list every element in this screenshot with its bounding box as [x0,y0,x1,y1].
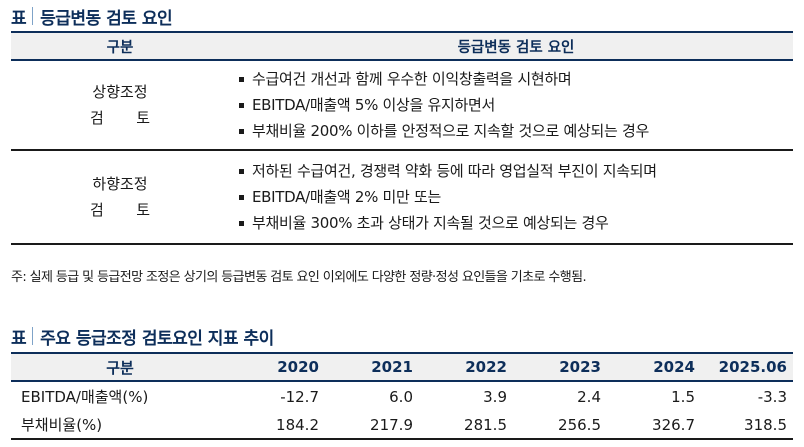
list-item: EBITDA/매출액 5% 이상을 유지하면서 [239,92,793,118]
factors-cell: 저하된 수급여건, 경쟁력 약화 등에 따라 영업실적 부진이 지속되며 EBI… [229,151,793,243]
title-divider [32,7,34,25]
cell-value: 217.9 [370,415,413,434]
indicator-trend-table: 구분 2020 2021 2022 2023 2024 2025.06 EBIT… [11,352,793,440]
header-category: 구분 [106,39,134,56]
header-factors: 등급변동 검토 요인 [457,39,575,56]
cell-value: 6.0 [389,387,413,406]
square-bullet-icon [239,194,244,200]
section1-title-text: 등급변동 검토 요인 [40,8,173,29]
category-sublabel: 검 토 [90,201,150,219]
cell-value: 184.2 [276,415,319,434]
square-bullet-icon [239,220,244,226]
table-row-upgrade: 상향조정 검 토 수급여건 개선과 함께 우수한 이익창출력을 시현하며 EBI… [11,61,793,151]
list-item: EBITDA/매출액 2% 미만 또는 [239,184,793,210]
cell-value: 2.4 [577,387,601,406]
table-row-debt-ratio: 부채비율(%) 184.2 217.9 281.5 256.5 326.7 31… [11,411,793,440]
row-label: 부채비율(%) [21,416,103,434]
cell-value: -3.3 [757,387,787,406]
category-cell: 하향조정 검 토 [11,151,229,243]
table-row-downgrade: 하향조정 검 토 저하된 수급여건, 경쟁력 약화 등에 따라 영업실적 부진이… [11,151,793,245]
title-divider [32,327,34,345]
cell-value: 3.9 [483,387,507,406]
square-bullet-icon [239,76,244,82]
cell-value: 281.5 [464,415,507,434]
section2-prefix: 표 [11,328,27,349]
square-bullet-icon [239,168,244,174]
row-label: EBITDA/매출액(%) [21,388,149,406]
header-category: 구분 [106,358,134,377]
category-label: 상향조정 [92,83,148,101]
header-year: 2025.06 [718,358,787,376]
list-item: 부채비율 200% 이하를 안정적으로 지속할 것으로 예상되는 경우 [239,118,793,144]
table-row-ebitda-margin: EBITDA/매출액(%) -12.7 6.0 3.9 2.4 1.5 -3.3 [11,382,793,411]
section2-title: 표 주요 등급조정 검토요인 지표 추이 [11,324,274,349]
square-bullet-icon [239,102,244,108]
header-year: 2021 [371,358,413,376]
square-bullet-icon [239,128,244,134]
header-year: 2022 [465,358,507,376]
table-header: 구분 2020 2021 2022 2023 2024 2025.06 [11,352,793,382]
cell-value: 256.5 [558,415,601,434]
category-sublabel: 검 토 [90,109,150,127]
header-year: 2024 [653,358,695,376]
cell-value: 318.5 [744,415,787,434]
factors-cell: 수급여건 개선과 함께 우수한 이익창출력을 시현하며 EBITDA/매출액 5… [229,61,793,149]
list-item: 부채비율 300% 초과 상태가 지속될 것으로 예상되는 경우 [239,210,793,236]
table-header: 구분 등급변동 검토 요인 [11,31,793,61]
rating-change-factors-table: 구분 등급변동 검토 요인 상향조정 검 토 수급여건 개선과 함께 우수한 이… [11,31,793,245]
footnote: 주: 실제 등급 및 등급전망 조정은 상기의 등급변동 검토 요인 이외에도 … [11,270,587,285]
header-year: 2023 [559,358,601,376]
list-item: 수급여건 개선과 함께 우수한 이익창출력을 시현하며 [239,66,793,92]
category-cell: 상향조정 검 토 [11,61,229,149]
cell-value: 1.5 [671,387,695,406]
cell-value: -12.7 [280,387,319,406]
cell-value: 326.7 [652,415,695,434]
list-item: 저하된 수급여건, 경쟁력 약화 등에 따라 영업실적 부진이 지속되며 [239,158,793,184]
section1-prefix: 표 [11,8,27,29]
category-label: 하향조정 [92,175,148,193]
section2-title-text: 주요 등급조정 검토요인 지표 추이 [40,328,274,349]
section1-title: 표 등급변동 검토 요인 [11,4,173,29]
header-year: 2020 [277,358,319,376]
